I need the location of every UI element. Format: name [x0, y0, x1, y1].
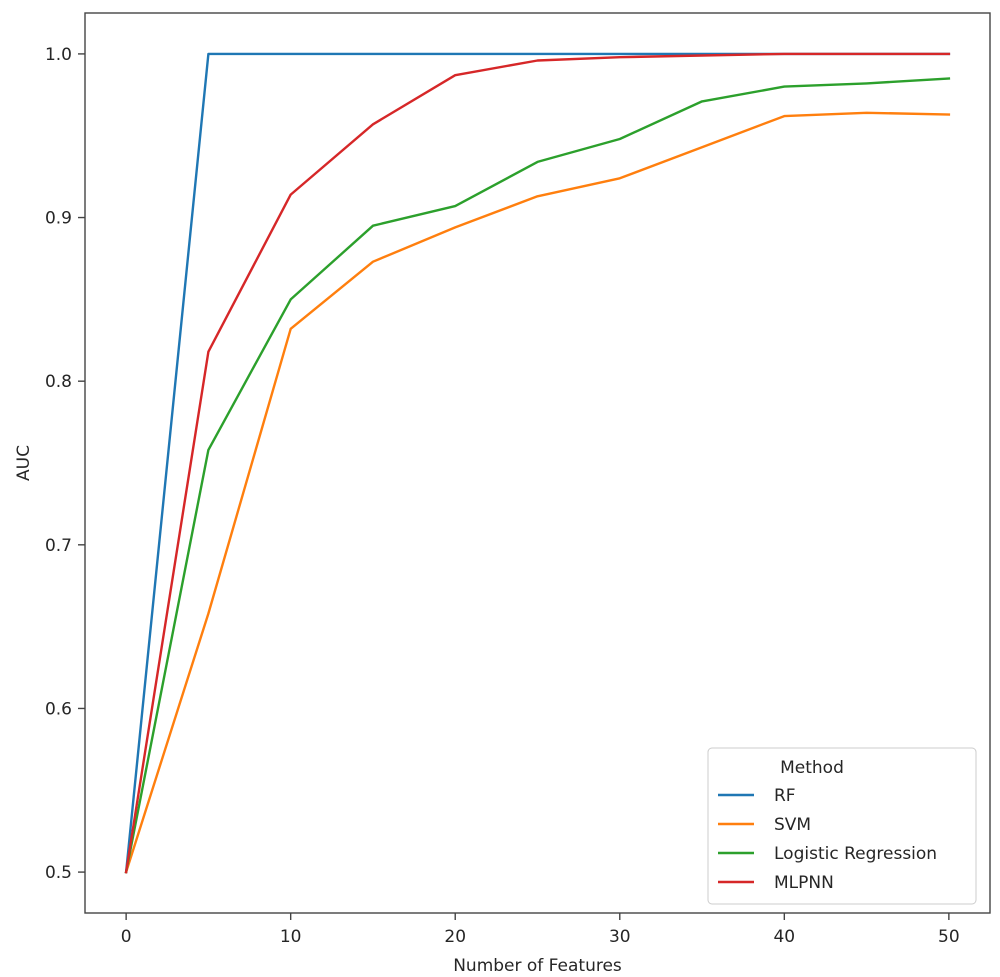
series-line-logistic-regression — [124, 77, 951, 874]
x-tick-label: 30 — [609, 927, 631, 947]
legend-entry-label: Logistic Regression — [774, 844, 937, 864]
legend-entry-label: MLPNN — [774, 873, 834, 893]
series-lines — [124, 52, 951, 874]
x-tick-label: 0 — [121, 927, 132, 947]
x-tick-label: 20 — [444, 927, 466, 947]
y-tick-label: 1.0 — [45, 45, 72, 65]
legend: Method RF SVM Logistic Regression MLPNN — [707, 747, 977, 905]
series-line-mlpnn — [124, 52, 951, 874]
x-axis-label: Number of Features — [453, 956, 622, 976]
y-tick-label: 0.9 — [45, 209, 72, 229]
y-tick-label: 0.6 — [45, 699, 72, 719]
axes: 0 10 20 30 40 50 0.5 0.6 0.7 0.8 0.9 1.0 — [45, 12, 991, 947]
y-axis-label: AUC — [14, 445, 34, 481]
y-tick-label: 0.8 — [45, 372, 72, 392]
y-tick-label: 0.5 — [45, 863, 72, 883]
legend-entry-label: SVM — [774, 815, 811, 835]
axes-frame — [84, 12, 991, 914]
legend-entry-label: RF — [774, 786, 796, 806]
x-tick-label: 10 — [280, 927, 302, 947]
series-line-svm — [124, 111, 951, 874]
y-tick-label: 0.7 — [45, 536, 72, 556]
x-tick-label: 50 — [938, 927, 960, 947]
x-tick-label: 40 — [773, 927, 795, 947]
legend-box — [707, 747, 977, 905]
legend-title: Method — [780, 758, 844, 778]
